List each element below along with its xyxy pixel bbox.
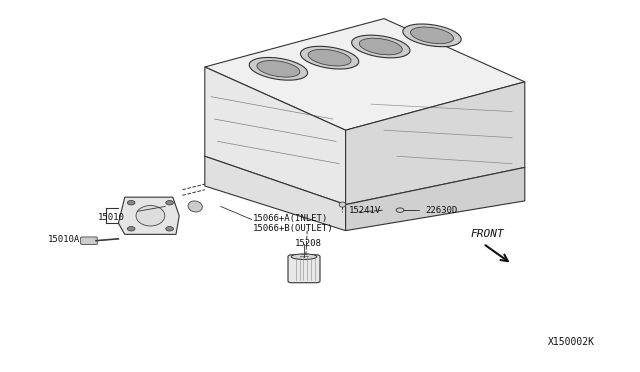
Polygon shape (346, 167, 525, 231)
Text: 15010A: 15010A (48, 235, 80, 244)
Text: 15208: 15208 (294, 239, 321, 248)
Ellipse shape (249, 57, 308, 80)
Text: FRONT: FRONT (470, 230, 504, 239)
Text: 15010: 15010 (98, 213, 125, 222)
Ellipse shape (300, 46, 359, 69)
Ellipse shape (351, 35, 410, 58)
Ellipse shape (291, 254, 317, 260)
Circle shape (166, 227, 173, 231)
Polygon shape (205, 156, 346, 231)
Text: 15066+A(INLET)
15066+B(OUTLET): 15066+A(INLET) 15066+B(OUTLET) (253, 214, 333, 233)
Polygon shape (205, 19, 525, 130)
Polygon shape (118, 197, 179, 234)
Ellipse shape (396, 208, 404, 212)
Ellipse shape (136, 205, 165, 226)
Polygon shape (205, 67, 346, 205)
Text: X150002K: X150002K (548, 337, 595, 347)
Ellipse shape (359, 38, 403, 55)
Ellipse shape (188, 201, 202, 212)
Ellipse shape (308, 49, 351, 66)
Ellipse shape (257, 61, 300, 77)
Polygon shape (346, 82, 525, 205)
Circle shape (127, 227, 135, 231)
FancyBboxPatch shape (288, 255, 320, 283)
Text: 15241V: 15241V (349, 206, 381, 215)
Ellipse shape (339, 202, 346, 207)
Circle shape (127, 201, 135, 205)
FancyBboxPatch shape (81, 237, 97, 244)
Circle shape (166, 201, 173, 205)
Ellipse shape (403, 24, 461, 47)
Ellipse shape (410, 27, 454, 44)
Text: 22630D: 22630D (426, 206, 458, 215)
